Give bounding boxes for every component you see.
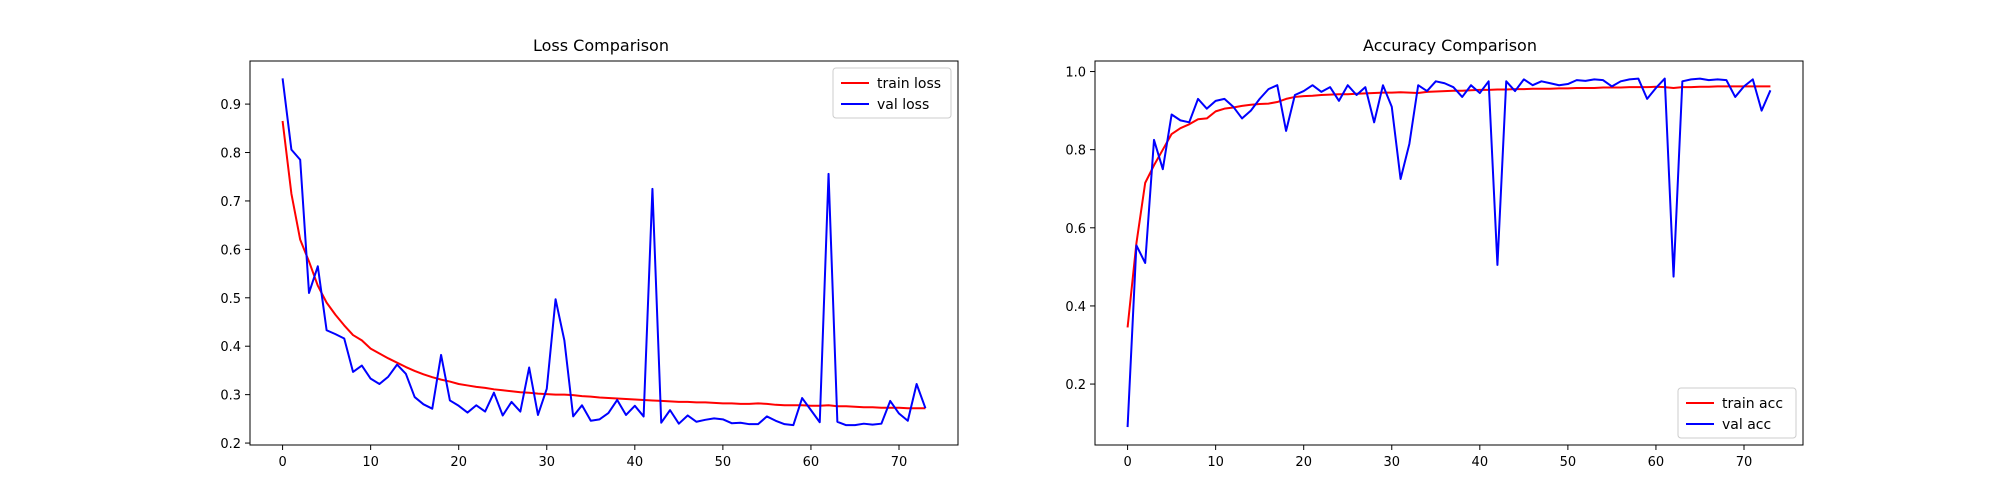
plot-frame — [1094, 60, 1804, 446]
x-tick-label: 50 — [715, 455, 732, 470]
y-tick-label: 0.2 — [1065, 378, 1086, 393]
y-tick-label: 0.9 — [220, 98, 241, 113]
legend-label: train loss — [877, 76, 941, 92]
x-tick-label: 60 — [803, 455, 820, 470]
plot-frame — [249, 60, 959, 446]
x-tick-label: 60 — [1648, 455, 1665, 470]
y-tick-label: 0.8 — [1065, 144, 1086, 159]
legend: train loss val loss — [832, 67, 952, 119]
legend-label: val loss — [877, 97, 929, 113]
x-tick-label: 10 — [362, 455, 379, 470]
x-tick-label: 40 — [627, 455, 644, 470]
series-line-val-loss — [281, 78, 927, 427]
legend-label: val acc — [1722, 417, 1771, 433]
x-tick-label: 50 — [1560, 455, 1577, 470]
y-tick-label: 0.3 — [220, 389, 241, 404]
y-tick-label: 0.4 — [220, 340, 241, 355]
x-tick-label: 0 — [1123, 455, 1131, 470]
x-tick-label: 20 — [1295, 455, 1312, 470]
y-tick-label: 0.2 — [220, 437, 241, 452]
x-tick-label: 0 — [278, 455, 286, 470]
legend-label: train acc — [1722, 396, 1783, 412]
y-tick-label: 1.0 — [1065, 66, 1086, 81]
x-tick-label: 30 — [538, 455, 555, 470]
series-line-train-loss — [281, 120, 926, 410]
accuracy-comparison-chart: Accuracy Comparison 0 10 20 30 40 50 60 70 0.2 0.… — [1065, 36, 1804, 470]
chart-title: Loss Comparison — [533, 36, 669, 55]
x-tick-label: 40 — [1472, 455, 1489, 470]
y-tick-label: 0.8 — [220, 147, 241, 162]
x-tick-label: 70 — [1736, 455, 1753, 470]
chart-title: Accuracy Comparison — [1363, 36, 1537, 55]
x-tick-label: 10 — [1207, 455, 1224, 470]
series-line-val-acc — [1126, 77, 1772, 428]
x-tick-label: 70 — [891, 455, 908, 470]
loss-comparison-chart: Loss Comparison 0 10 20 30 40 50 60 70 0.2 0.3 0.4… — [220, 36, 959, 470]
x-tick-label: 30 — [1383, 455, 1400, 470]
legend: train acc val acc — [1677, 387, 1797, 439]
x-tick-label: 20 — [450, 455, 467, 470]
y-tick-label: 0.5 — [220, 292, 241, 307]
y-tick-label: 0.7 — [220, 195, 241, 210]
y-tick-label: 0.6 — [220, 243, 241, 258]
y-tick-label: 0.6 — [1065, 222, 1086, 237]
y-tick-label: 0.4 — [1065, 300, 1086, 315]
series-line-train-acc — [1126, 85, 1771, 328]
